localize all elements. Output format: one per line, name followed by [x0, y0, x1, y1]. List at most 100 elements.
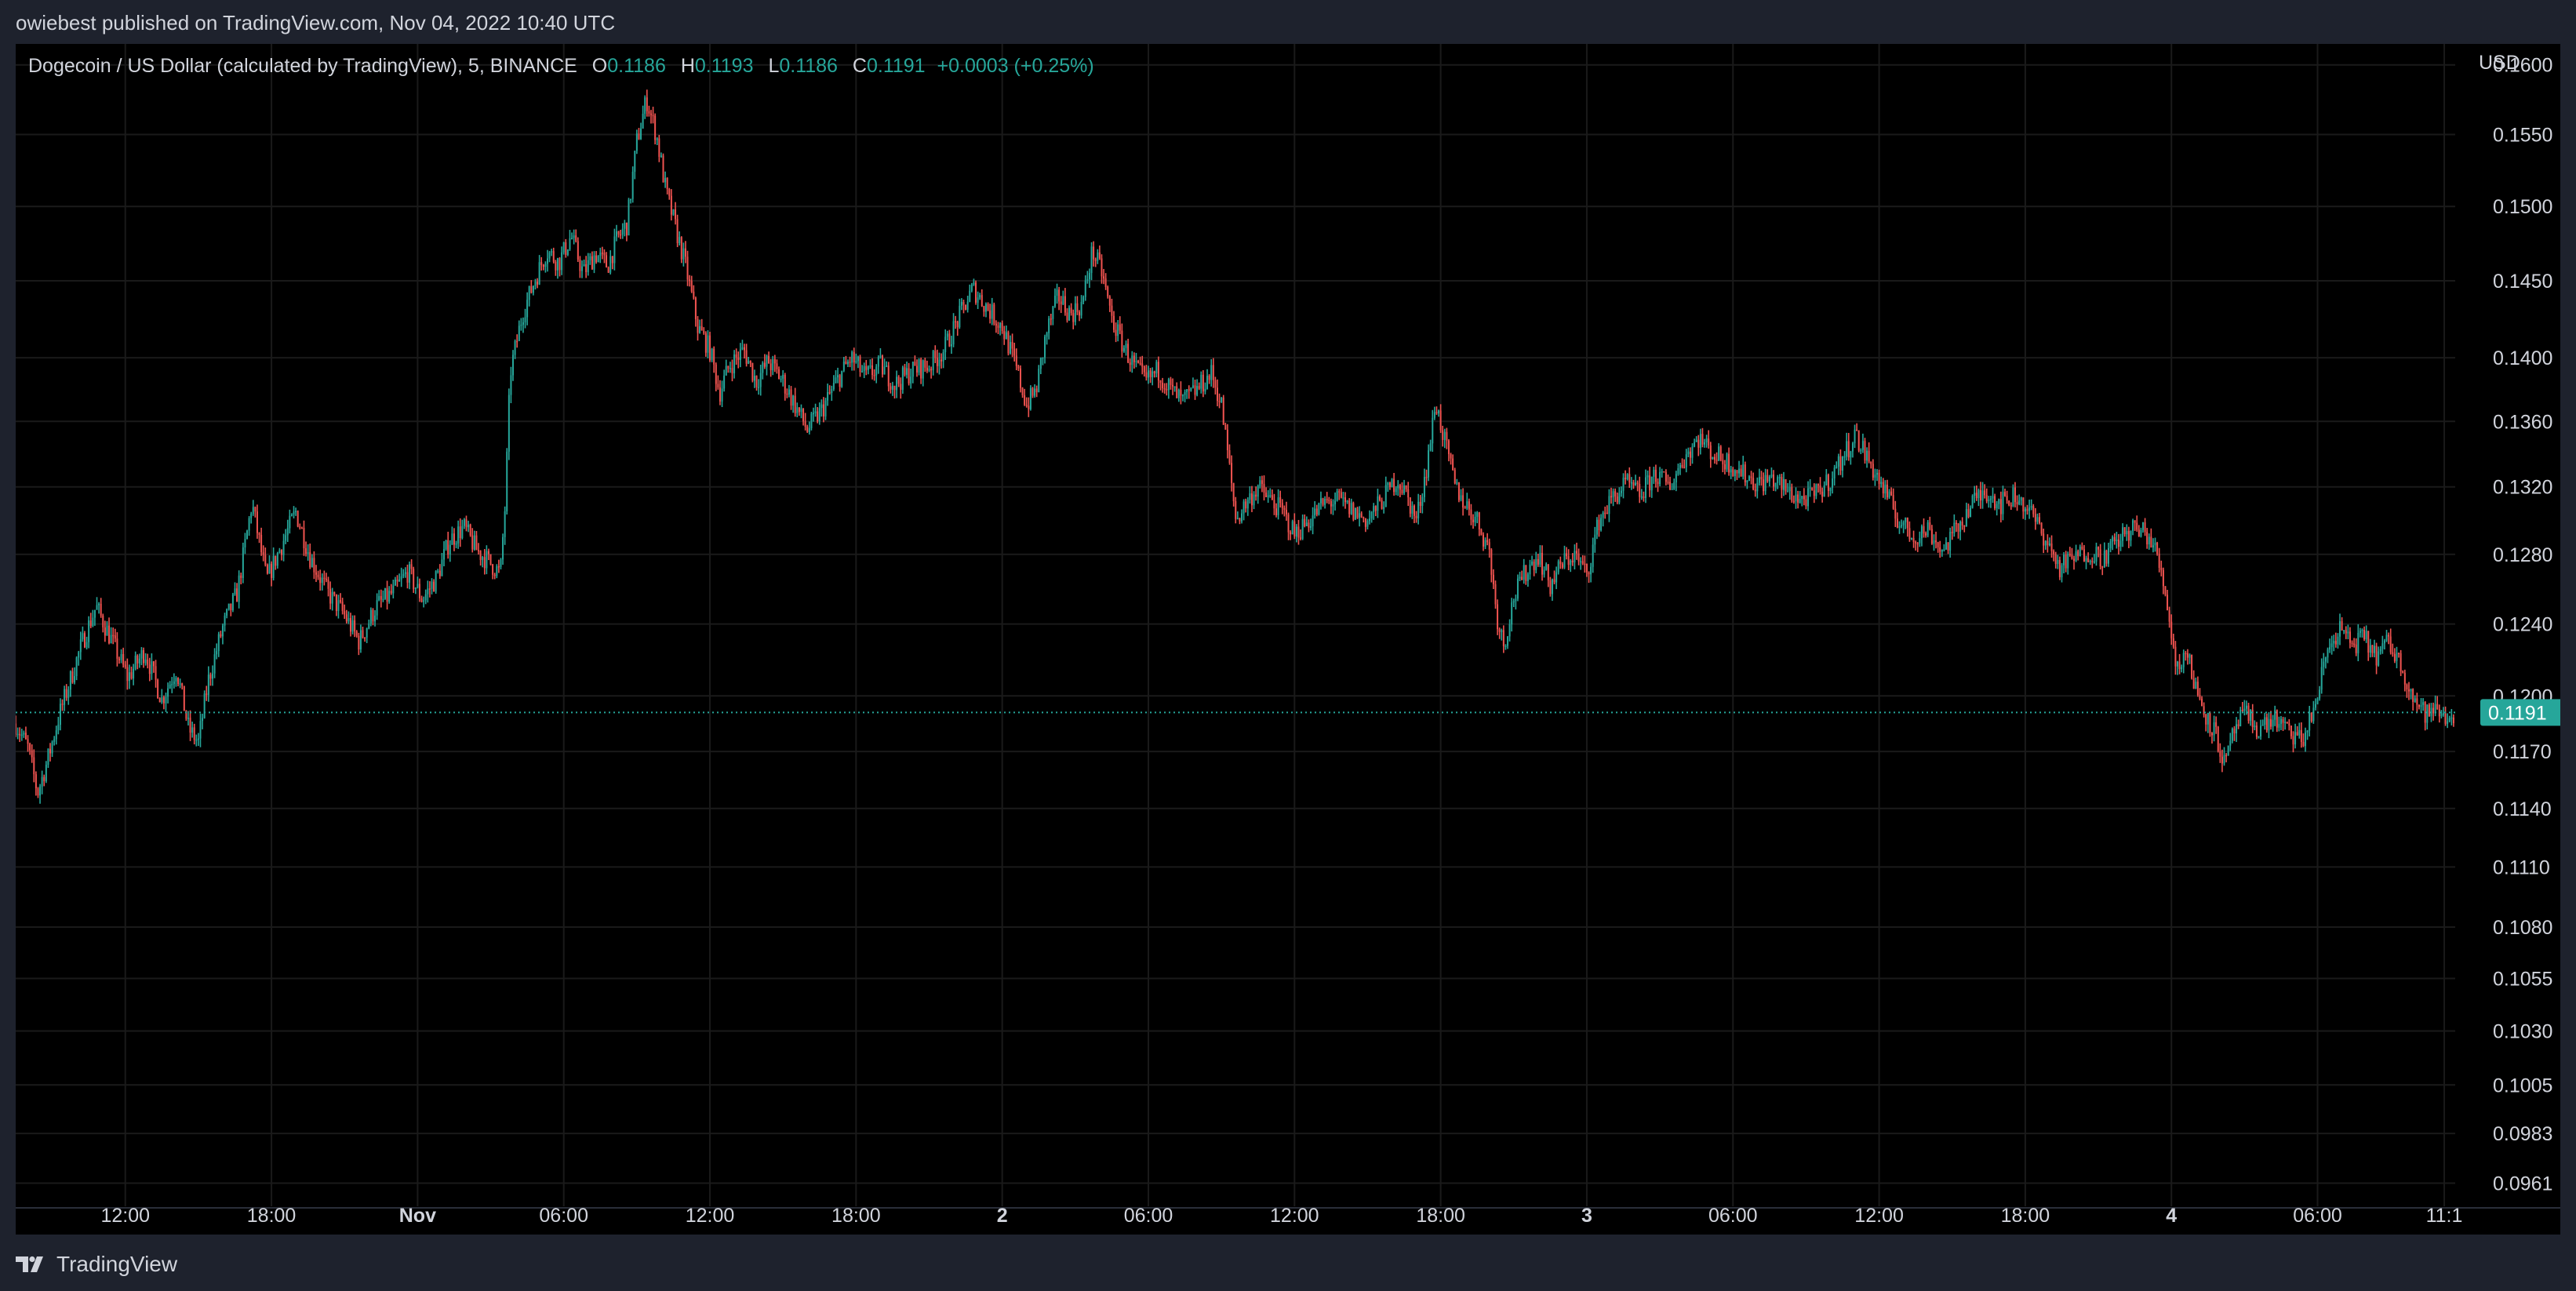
candle-body	[759, 373, 762, 387]
candle-body	[1257, 485, 1259, 497]
candle-body	[1097, 252, 1099, 261]
candle-body	[2063, 555, 2065, 565]
candle-body	[2288, 723, 2290, 726]
candle-body	[579, 259, 581, 271]
candle-body	[2450, 717, 2453, 719]
candle-body	[1815, 484, 1817, 496]
y-tick-label: 0.1320	[2493, 477, 2552, 499]
candle-body	[226, 609, 228, 616]
candle-body	[2205, 715, 2207, 725]
candle-body	[1428, 450, 1430, 478]
candle-body	[313, 558, 315, 573]
candle-body	[1531, 561, 1534, 565]
candle-body	[1395, 488, 1397, 493]
candle-body	[161, 697, 163, 703]
candle-body	[1892, 495, 1894, 509]
price-axis[interactable]: USD 0.1600 0.1550 0.1500 0.1450 0.1400 0.1360…	[2479, 52, 2552, 1195]
candle-body	[2428, 704, 2430, 717]
x-tick-label: 12:00	[686, 1205, 735, 1227]
candle-body	[1734, 470, 1736, 476]
x-tick-label: 06:00	[1708, 1205, 1758, 1227]
candle-body	[2270, 718, 2272, 727]
candle-body	[624, 223, 626, 229]
candle-body	[969, 290, 971, 302]
candle-body	[1616, 496, 1618, 503]
candle-body	[1571, 560, 1574, 562]
candle-body	[526, 300, 529, 318]
candle-body	[1275, 508, 1278, 515]
candle-body	[1661, 471, 1663, 473]
candle-body	[1044, 336, 1046, 358]
candle-body	[1937, 542, 1939, 547]
candle-body	[240, 575, 242, 578]
candle-body	[1866, 450, 1868, 461]
candle-body	[1407, 489, 1410, 498]
candle-body	[597, 256, 599, 263]
x-tick-label: Nov	[399, 1205, 436, 1227]
candle-body	[1545, 564, 1548, 570]
candle-body	[1228, 449, 1231, 464]
candle-body	[1078, 311, 1080, 316]
candle-body	[2004, 492, 2007, 496]
candle-body	[340, 600, 342, 602]
candle-body	[437, 570, 439, 573]
candle-body	[506, 451, 508, 511]
candle-body	[1974, 493, 1976, 496]
candle-body	[1024, 395, 1026, 405]
candle-body	[1474, 516, 1476, 522]
candle-body	[890, 386, 892, 390]
candle-body	[2434, 704, 2436, 714]
tradingview-brand[interactable]: TradingView	[16, 1249, 177, 1280]
candle-body	[1929, 522, 1931, 529]
candle-body	[1446, 431, 1448, 441]
candle-body	[75, 657, 78, 677]
candle-body	[173, 681, 175, 685]
candle-body	[1643, 496, 1645, 498]
time-axis[interactable]: 12:00 18:00 Nov 06:00 12:00 18:00 2 06:00 12:00 1…	[100, 1205, 2462, 1227]
candle-body	[471, 535, 474, 550]
candle-body	[1577, 553, 1580, 562]
candle-body	[89, 620, 92, 627]
chart-area[interactable]: USD 0.1600 0.1550 0.1500 0.1450 0.1400 0.1360…	[16, 44, 2560, 1235]
candle-body	[65, 689, 67, 698]
candle-body	[1172, 384, 1174, 387]
candlestick-chart[interactable]: USD 0.1600 0.1550 0.1500 0.1450 0.1400 0.1360…	[16, 44, 2560, 1235]
candle-body	[1525, 565, 1527, 581]
candle-body	[798, 407, 800, 413]
candle-body	[1377, 496, 1379, 511]
candle-body	[1539, 552, 1541, 565]
candle-body	[638, 133, 640, 140]
candle-body	[1955, 522, 1957, 525]
candle-body	[1480, 529, 1483, 535]
candle-body	[989, 310, 991, 319]
candle-body	[459, 526, 461, 539]
candle-body	[344, 611, 346, 615]
candle-body	[41, 776, 43, 787]
candle-body	[1782, 479, 1785, 490]
candle-body	[2061, 565, 2063, 577]
candle-body	[973, 282, 975, 285]
candle-body	[644, 97, 646, 115]
candle-body	[822, 404, 824, 416]
candle-body	[2353, 643, 2356, 646]
candle-body	[1846, 441, 1848, 456]
candle-body	[2095, 547, 2098, 562]
candle-body	[2250, 710, 2252, 722]
candles	[16, 89, 2454, 804]
candle-body	[2292, 736, 2294, 745]
candle-body	[1701, 434, 1704, 445]
candle-body	[2127, 530, 2130, 541]
candle-body	[522, 322, 524, 325]
candle-body	[478, 550, 480, 551]
candle-body	[551, 251, 553, 253]
candle-body	[1507, 636, 1509, 646]
candle-body	[2181, 667, 2183, 670]
candle-body	[944, 336, 947, 352]
candle-body	[524, 317, 526, 323]
candle-body	[134, 656, 136, 669]
candle-body	[254, 507, 257, 512]
candle-body	[469, 524, 471, 536]
candle-body	[2043, 533, 2045, 546]
candle-body	[908, 368, 910, 384]
candle-body	[124, 664, 126, 667]
